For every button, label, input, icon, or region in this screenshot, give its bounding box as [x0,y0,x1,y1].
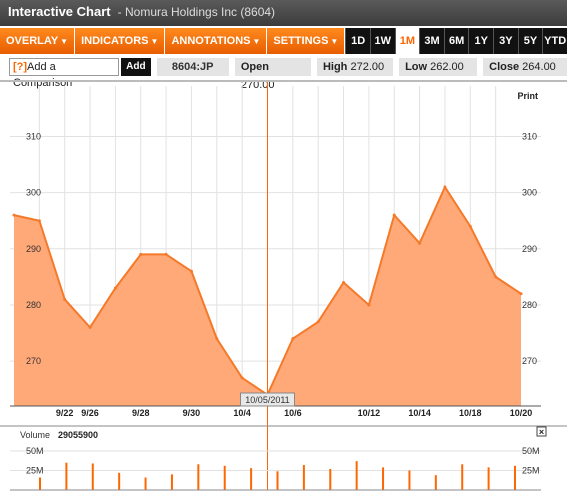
price-point[interactable] [316,320,320,324]
close-label: Close [489,61,520,73]
volume-tick-left: 25M [26,466,44,476]
title-bar: Interactive Chart - Nomura Holdings Inc … [0,0,567,26]
range-5y[interactable]: 5Y [517,28,543,54]
quote-bar: [?]Add a Comparison Add 8604:JP Open 270… [0,56,567,91]
low-field: Low 262.00 [399,58,478,76]
volume-tick-right: 25M [522,466,540,476]
x-tick-label: 10/4 [233,408,251,418]
range-ytd[interactable]: YTD [542,28,567,54]
range-1m[interactable]: 1M [394,28,420,54]
price-point[interactable] [443,185,447,189]
settings-arrow-icon: ▼ [330,37,339,46]
annotations-arrow-icon: ▼ [252,37,261,46]
low-value: 262.00 [430,61,464,73]
y-tick-label-left: 280 [26,300,41,310]
price-point[interactable] [494,275,498,279]
annotations-menu-label: ANNOTATIONS [171,35,251,47]
high-value: 272.00 [350,61,385,73]
overlay-menu[interactable]: OVERLAY ▼ [0,28,76,54]
price-point[interactable] [418,241,422,245]
close-value: 264.00 [522,61,556,73]
toolbar: OVERLAY ▼ INDICATORS ▼ ANNOTATIONS ▼ SETTIN… [0,28,567,54]
x-tick-label: 9/28 [132,408,150,418]
close-field: Close 264.00 [483,58,567,76]
y-tick-label-left: 270 [26,356,41,366]
overlay-arrow-icon: ▼ [60,37,69,46]
price-point[interactable] [240,376,244,380]
x-tick-label: 9/26 [81,408,99,418]
close-volume-icon[interactable] [536,426,547,437]
volume-tick-left: 50M [26,446,44,456]
price-point[interactable] [342,280,346,284]
open-value: 270.00 [240,79,275,91]
x-tick-label: 9/22 [56,408,74,418]
y-tick-label-right: 290 [522,244,537,254]
range-1y[interactable]: 1Y [468,28,494,54]
price-point[interactable] [12,213,16,217]
price-point[interactable] [392,213,396,217]
range-1w[interactable]: 1W [369,28,395,54]
price-point[interactable] [468,224,472,228]
x-tick-label: 10/18 [459,408,482,418]
price-point[interactable] [113,286,117,290]
range-1d[interactable]: 1D [345,28,370,54]
close-volume-glyph: × [539,427,544,437]
price-point[interactable] [189,269,193,273]
x-tick-label: 10/14 [408,408,431,418]
price-point[interactable] [215,337,219,341]
high-field: High 272.00 [316,58,394,76]
help-icon[interactable]: [?] [13,61,28,73]
x-tick-label: 10/6 [284,408,302,418]
open-field: Open 270.00 [234,58,311,91]
price-point[interactable] [88,325,92,329]
range-6m[interactable]: 6M [443,28,469,54]
price-point[interactable] [291,337,295,341]
crosshair-date-label: 10/05/2011 [245,395,289,405]
volume-tick-right: 50M [522,446,540,456]
y-tick-label-right: 280 [522,300,537,310]
annotations-menu[interactable]: ANNOTATIONS ▼ [165,28,268,54]
price-point[interactable] [519,292,523,296]
symbol-field: 8604:JP [156,58,229,76]
overlay-menu-label: OVERLAY [6,35,59,47]
header-divider [0,80,567,82]
y-tick-label-right: 270 [522,356,537,366]
crosshair-date-box [240,392,295,407]
price-point[interactable] [367,303,371,307]
settings-menu[interactable]: SETTINGS ▼ [267,28,346,54]
y-tick-label-right: 310 [522,132,537,142]
y-tick-label-right: 300 [522,188,537,198]
price-area [14,187,521,406]
indicators-menu[interactable]: INDICATORS ▼ [75,28,166,54]
low-label: Low [405,61,428,73]
indicators-arrow-icon: ▼ [150,37,159,46]
open-label: Open [240,61,269,73]
add-comparison-button[interactable]: Add [121,58,151,76]
indicators-menu-label: INDICATORS [81,35,149,47]
app-title: Interactive Chart [8,4,111,19]
volume-label: Volume [20,430,50,440]
app-subtitle: - Nomura Holdings Inc (8604) [117,5,276,19]
y-tick-label-left: 300 [26,188,41,198]
x-tick-label: 10/12 [358,408,381,418]
print-link: Print [517,91,538,101]
high-label: High [322,61,348,73]
range-3m[interactable]: 3M [419,28,444,54]
settings-menu-label: SETTINGS [273,35,329,47]
volume-value: 29055900 [58,430,98,440]
x-tick-label: 9/30 [183,408,201,418]
price-point[interactable] [37,219,41,223]
y-tick-label-left: 310 [26,132,41,142]
x-tick-label: 10/20 [510,408,533,418]
price-point[interactable] [139,252,143,256]
range-3y[interactable]: 3Y [493,28,518,54]
price-point[interactable] [63,297,67,301]
y-tick-label-left: 290 [26,244,41,254]
price-point[interactable] [164,252,168,256]
